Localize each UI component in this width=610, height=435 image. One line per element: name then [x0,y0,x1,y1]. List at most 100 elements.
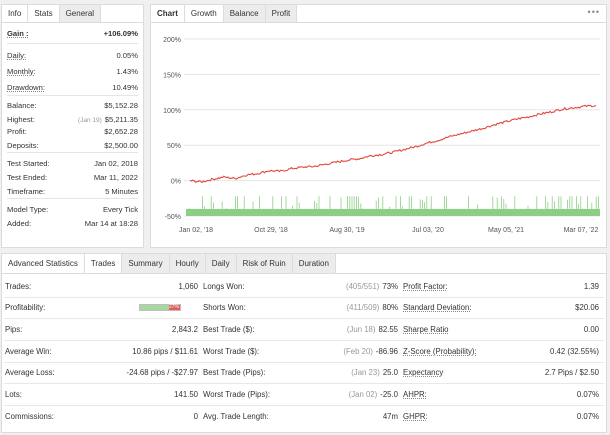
stat-label: Profit Factor: [403,282,448,291]
stat-label: Z-Score (Probability): [403,347,477,356]
more-dots-icon[interactable]: ••• [587,7,600,17]
info-value: $2,500.00 [104,141,138,151]
stat-value-text: $20.06 [575,303,599,312]
stat-value-detail: (Feb 20) [343,347,373,356]
tab-advanced-statistics[interactable]: Advanced Statistics [2,254,85,273]
info-row: Test Started: Jan 02, 2018 [7,159,138,169]
stat-value: (Jun 18) 82.55 [347,324,398,335]
tab-info[interactable]: Info [2,5,29,22]
stat-value-text: -24.68 pips / -$27.97 [126,368,198,377]
info-row: Timeframe: 5 Minutes [7,187,138,197]
tab-stats[interactable]: Stats [28,5,60,22]
stat-label: Worst Trade ($): [203,347,260,356]
profitability-loss-segment: 27% [169,304,180,310]
stat-value-text: 47m [382,412,398,421]
stat-label: Commissions: [5,412,54,421]
stat-row: Sharpe Ratio 0.00 [403,324,599,335]
stat-label: Worst Trade (Pips): [203,390,271,399]
stat-row: Worst Trade ($): (Feb 20) -86.96 [203,346,398,357]
stat-value: (411/509) 80% [347,302,398,313]
info-row: Profit: $2,652.28 [7,127,138,137]
info-row: Gain : +106.09% [7,29,138,39]
info-value: 10.49% [112,83,138,93]
tab-risk-of-ruin[interactable]: Risk of Ruin [236,254,293,273]
profitability-bar: 27% [139,304,181,311]
info-value: 1.43% [116,67,138,77]
info-value: +106.09% [104,29,138,39]
stat-divider [4,383,604,384]
info-value-text: 10.49% [112,83,138,92]
activity-band [186,208,600,216]
info-value-text: 0.05% [116,51,138,60]
info-value-text: Every Tick [102,205,138,214]
info-row: Daily: 0.05% [7,51,138,61]
tab-general[interactable]: General [59,5,102,22]
y-tick-label: 50% [167,143,181,150]
stat-value-text: 10.86 pips / $11.61 [132,347,198,356]
info-value: (Jan 19) $5,211.35 [78,115,138,125]
info-divider [7,152,138,153]
info-value-text: Jan 02, 2018 [94,159,138,168]
tab-balance[interactable]: Balance [223,5,266,22]
info-label: Balance: [7,101,37,110]
stat-value-text: 141.50 [174,390,198,399]
info-value-text: $5,152.28 [104,101,138,110]
stat-value-detail: (Jan 02) [348,390,378,399]
info-value-text: Mar 11, 2022 [93,173,138,182]
stat-value: 2,843.2 [172,324,198,335]
stat-value: 10.86 pips / $11.61 [132,346,198,357]
info-row: Model Type: Every Tick [7,205,138,215]
info-row: Deposits: $2,500.00 [7,141,138,151]
stat-label: Avg. Trade Length: [203,412,269,421]
info-divider [7,198,138,199]
stat-row: Longs Won: (405/551) 73% [203,281,398,292]
info-label: Highest: [7,115,35,124]
stat-value: (Feb 20) -86.96 [343,346,398,357]
stat-value-text: 0.00 [583,325,599,334]
tab-daily[interactable]: Daily [205,254,237,273]
stat-row: Commissions: 0 [5,411,198,422]
stat-value-text: 73% [382,282,398,291]
tab-trades[interactable]: Trades [84,254,123,273]
stat-row: Standard Deviation: $20.06 [403,302,599,313]
stat-value: 0 [194,411,198,422]
y-tick-label: 150% [163,72,181,79]
stat-value: (Jan 02) -25.0 [349,389,398,400]
stat-row: Expectancy 2.7 Pips / $2.50 [403,367,599,378]
stat-label: Pips: [5,325,23,334]
info-label: Deposits: [7,141,39,150]
growth-line [189,104,597,184]
y-tick-label: 200% [163,37,181,44]
tab-hourly[interactable]: Hourly [169,254,206,273]
info-row: Monthly: 1.43% [7,67,138,77]
x-tick-label: Aug 30, '19 [329,227,364,234]
stat-label: Expectancy [403,368,444,377]
stat-divider [4,340,604,341]
info-label: Profit: [7,127,27,136]
y-tick-label: -50% [165,214,181,221]
chart-tabs: Chart Growth Balance Profit [151,5,606,23]
stat-value-text: 0 [193,412,198,421]
stat-row: Shorts Won: (411/509) 80% [203,302,398,313]
stat-value-text: 2,843.2 [171,325,198,334]
tab-duration[interactable]: Duration [292,254,336,273]
info-row: Added: Mar 14 at 18:28 [7,219,138,229]
stat-label: Standard Deviation: [403,303,472,312]
info-row: Drawdown: 10.49% [7,83,138,93]
info-label: Test Ended: [7,173,48,182]
info-value-text: $5,211.35 [104,115,138,124]
stat-value: (Jan 23) 25.0 [351,367,398,378]
tab-summary[interactable]: Summary [122,254,170,273]
stat-label: Trades: [5,282,32,291]
info-value: $2,652.28 [104,127,138,137]
stat-value-text: 25.0 [382,368,398,377]
tab-profit[interactable]: Profit [265,5,298,22]
stat-row: Average Win: 10.86 pips / $11.61 [5,346,198,357]
stat-label: Best Trade ($): [203,325,255,334]
stat-row: Worst Trade (Pips): (Jan 02) -25.0 [203,389,398,400]
advanced-statistics-panel: Advanced Statistics Trades Summary Hourl… [1,253,607,433]
info-panel: Info Stats General Gain : +106.09% Daily: 0… [1,4,144,248]
stat-value: (405/551) 73% [346,281,398,292]
info-value: $5,152.28 [104,101,138,111]
tab-growth[interactable]: Growth [184,5,224,22]
